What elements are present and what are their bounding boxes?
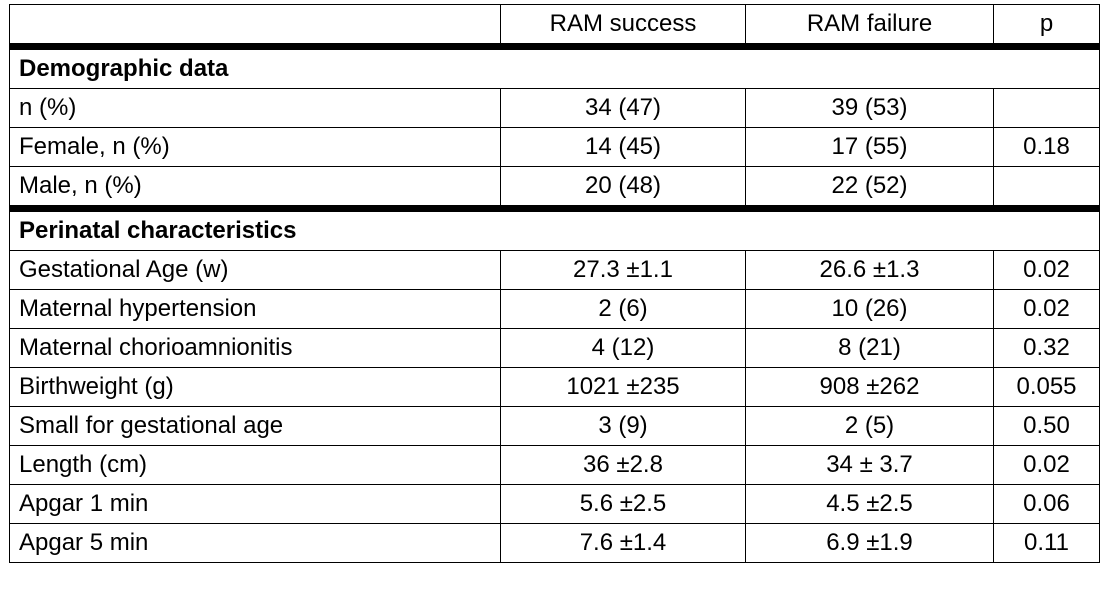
row-label: n (%) [9,88,501,128]
ram-failure-value: 34 ± 3.7 [745,445,994,485]
ram-failure-value: 4.5 ±2.5 [745,484,994,524]
section-title-perinatal: Perinatal characteristics [9,208,1100,251]
row-label: Length (cm) [9,445,501,485]
table-row: Maternal chorioamnionitis 4 (12) 8 (21) … [9,328,1100,368]
ram-failure-value: 17 (55) [745,127,994,167]
ram-failure-value: 39 (53) [745,88,994,128]
ram-success-value: 2 (6) [500,289,746,329]
ram-success-value: 14 (45) [500,127,746,167]
section-title-demographic: Demographic data [9,46,1100,89]
table-row: Apgar 1 min 5.6 ±2.5 4.5 ±2.5 0.06 [9,484,1100,524]
header-p-value: p [993,4,1100,50]
characteristics-table: RAM success RAM failure p Demographic da… [9,4,1100,563]
table-row: Male, n (%) 20 (48) 22 (52) [9,166,1100,212]
ram-success-value: 20 (48) [500,166,746,212]
ram-success-value: 34 (47) [500,88,746,128]
row-label: Male, n (%) [9,166,501,212]
p-value: 0.06 [993,484,1100,524]
row-label: Apgar 1 min [9,484,501,524]
table-row: Birthweight (g) 1021 ±235 908 ±262 0.055 [9,367,1100,407]
row-label: Gestational Age (w) [9,250,501,290]
ram-failure-value: 6.9 ±1.9 [745,523,994,563]
table-row: Maternal hypertension 2 (6) 10 (26) 0.02 [9,289,1100,329]
ram-failure-value: 8 (21) [745,328,994,368]
row-label: Small for gestational age [9,406,501,446]
ram-failure-value: 22 (52) [745,166,994,212]
ram-failure-value: 2 (5) [745,406,994,446]
ram-success-value: 3 (9) [500,406,746,446]
table-row: Female, n (%) 14 (45) 17 (55) 0.18 [9,127,1100,167]
table-row: Apgar 5 min 7.6 ±1.4 6.9 ±1.9 0.11 [9,523,1100,563]
ram-failure-value: 908 ±262 [745,367,994,407]
p-value: 0.11 [993,523,1100,563]
section-header-row: Perinatal characteristics [9,208,1100,251]
row-label: Maternal hypertension [9,289,501,329]
header-ram-failure: RAM failure [745,4,994,50]
section-header-row: Demographic data [9,46,1100,89]
p-value: 0.50 [993,406,1100,446]
ram-success-value: 1021 ±235 [500,367,746,407]
row-label: Female, n (%) [9,127,501,167]
p-value: 0.02 [993,250,1100,290]
ram-success-value: 5.6 ±2.5 [500,484,746,524]
row-label: Maternal chorioamnionitis [9,328,501,368]
ram-success-value: 4 (12) [500,328,746,368]
header-ram-success: RAM success [500,4,746,50]
table-row: Length (cm) 36 ±2.8 34 ± 3.7 0.02 [9,445,1100,485]
p-value: 0.18 [993,127,1100,167]
ram-success-value: 7.6 ±1.4 [500,523,746,563]
table-row: n (%) 34 (47) 39 (53) [9,88,1100,128]
p-value: 0.32 [993,328,1100,368]
table-row: Gestational Age (w) 27.3 ±1.1 26.6 ±1.3 … [9,250,1100,290]
row-label: Birthweight (g) [9,367,501,407]
ram-success-value: 36 ±2.8 [500,445,746,485]
table-row: Small for gestational age 3 (9) 2 (5) 0.… [9,406,1100,446]
p-value: 0.02 [993,289,1100,329]
header-label-cell [9,4,501,50]
ram-failure-value: 10 (26) [745,289,994,329]
ram-failure-value: 26.6 ±1.3 [745,250,994,290]
p-value [993,88,1100,128]
p-value [993,166,1100,212]
p-value: 0.055 [993,367,1100,407]
table-header-row: RAM success RAM failure p [9,4,1100,50]
p-value: 0.02 [993,445,1100,485]
row-label: Apgar 5 min [9,523,501,563]
ram-success-value: 27.3 ±1.1 [500,250,746,290]
